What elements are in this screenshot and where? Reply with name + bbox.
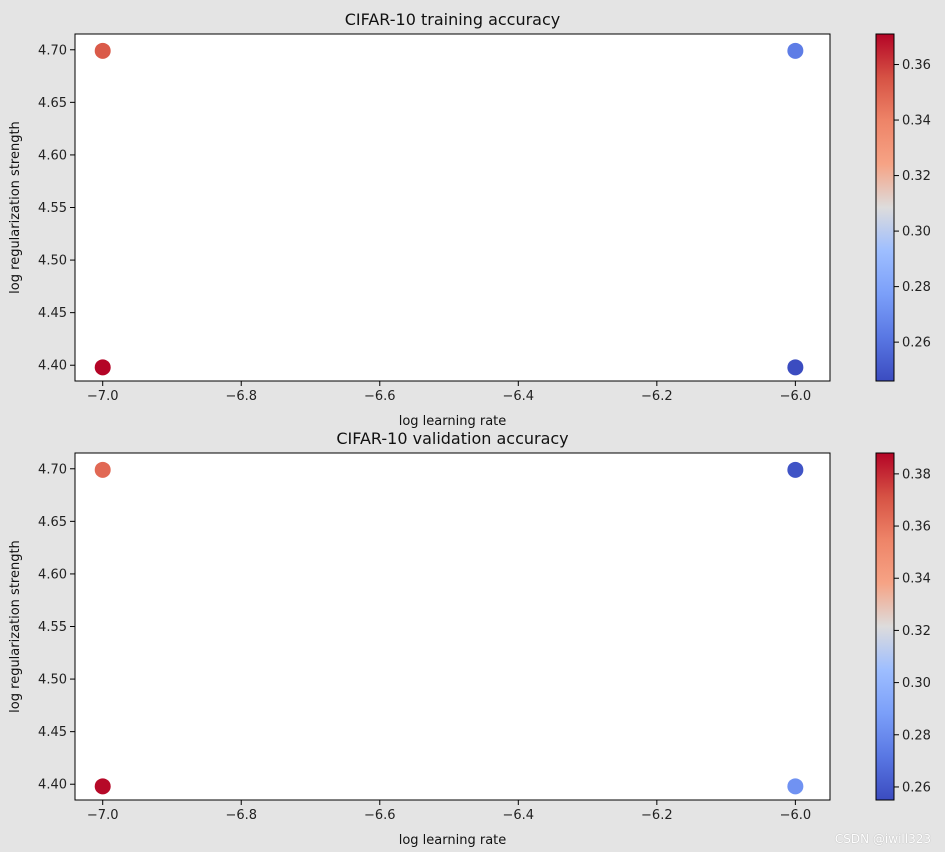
x-axis-label: log learning rate <box>399 414 507 429</box>
colorbar <box>876 453 894 800</box>
y-tick-label: 4.40 <box>38 359 67 374</box>
x-tick-label: −6.2 <box>641 808 673 823</box>
y-tick-label: 4.45 <box>38 306 67 321</box>
x-tick-label: −6.6 <box>364 389 396 404</box>
chart-title: CIFAR-10 training accuracy <box>345 10 561 29</box>
colorbar-frame <box>875 33 895 382</box>
y-tick-label: 4.70 <box>38 43 67 58</box>
data-point <box>94 778 111 795</box>
y-axis-label: log regularization strength <box>8 540 23 713</box>
colorbar-tick-label: 0.32 <box>902 624 931 639</box>
colorbar-tick-label: 0.36 <box>902 520 931 535</box>
y-tick-label: 4.45 <box>38 725 67 740</box>
plot-area <box>75 453 830 800</box>
y-tick-label: 4.65 <box>38 515 67 530</box>
x-tick-label: −7.0 <box>87 389 119 404</box>
x-tick-label: −6.2 <box>641 389 673 404</box>
x-tick-label: −6.0 <box>780 808 812 823</box>
y-tick-label: 4.55 <box>38 201 67 216</box>
colorbar-tick-label: 0.30 <box>902 676 931 691</box>
data-point <box>787 42 804 59</box>
validation-accuracy-chart: −7.0 −6.8 −6.6 −6.4 −6.2 −6.0 4.40 4.45 4.50 4.55… <box>8 429 931 848</box>
x-tick-label: −6.4 <box>503 808 535 823</box>
training-accuracy-chart: −7.0 −6.8 −6.6 −6.4 −6.2 −6.0 4.40 4.45 4.50 4.55… <box>8 10 931 429</box>
data-point <box>94 359 111 376</box>
colorbar-tick-label: 0.26 <box>902 336 931 351</box>
data-point <box>787 359 804 376</box>
y-tick-label: 4.65 <box>38 96 67 111</box>
data-point <box>787 778 804 795</box>
colorbar-tick-label: 0.32 <box>902 169 931 184</box>
x-tick-label: −6.0 <box>780 389 812 404</box>
x-tick-label: −6.8 <box>225 389 257 404</box>
y-tick-label: 4.50 <box>38 673 67 688</box>
x-tick-label: −7.0 <box>87 808 119 823</box>
colorbar-frame <box>875 452 895 801</box>
y-tick-label: 4.50 <box>38 254 67 269</box>
y-tick-label: 4.60 <box>38 567 67 582</box>
data-point <box>94 461 111 478</box>
colorbar-tick-label: 0.36 <box>902 58 931 73</box>
colorbar-tick-label: 0.28 <box>902 728 931 743</box>
x-tick-label: −6.4 <box>503 389 535 404</box>
colorbar <box>876 34 894 381</box>
colorbar-tick-label: 0.28 <box>902 280 931 295</box>
colorbar-tick-label: 0.38 <box>902 467 931 482</box>
y-tick-label: 4.60 <box>38 148 67 163</box>
y-axis-label: log regularization strength <box>8 121 23 294</box>
data-point <box>94 42 111 59</box>
plot-area <box>75 34 830 381</box>
colorbar-tick-label: 0.30 <box>902 225 931 240</box>
chart-title: CIFAR-10 validation accuracy <box>336 429 568 448</box>
x-tick-label: −6.8 <box>225 808 257 823</box>
watermark: CSDN @iwill323 <box>834 832 931 846</box>
x-axis-label: log learning rate <box>399 833 507 848</box>
colorbar-tick-label: 0.34 <box>902 572 931 587</box>
colorbar-tick-label: 0.34 <box>902 114 931 129</box>
y-tick-label: 4.40 <box>38 778 67 793</box>
y-tick-label: 4.55 <box>38 620 67 635</box>
data-point <box>787 461 804 478</box>
y-tick-label: 4.70 <box>38 462 67 477</box>
colorbar-tick-label: 0.26 <box>902 780 931 795</box>
x-tick-label: −6.6 <box>364 808 396 823</box>
